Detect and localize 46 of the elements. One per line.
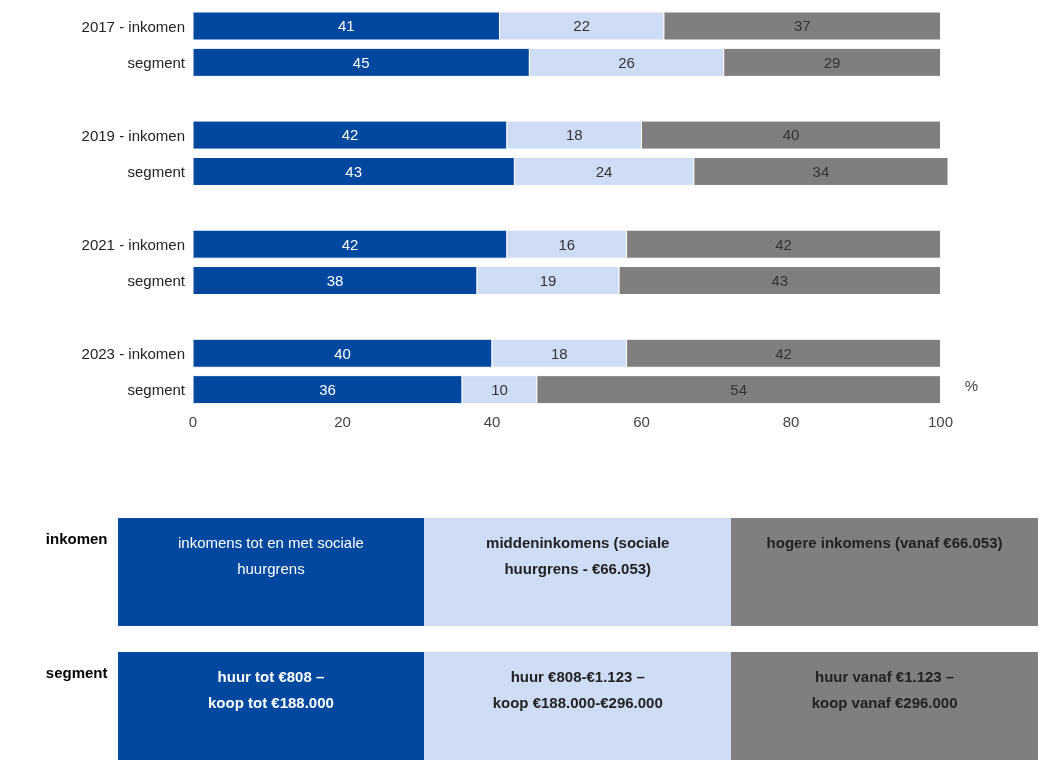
data-label: 22: [573, 17, 591, 35]
data-label: 42: [775, 344, 792, 362]
data-label: 10: [491, 380, 508, 398]
y-tick-label: 2019 - inkomen: [81, 126, 185, 144]
data-label: 36: [319, 380, 336, 398]
legend-swatch: huur vanaf €1.123 – koop vanaf €296.000: [731, 652, 1038, 760]
x-tick-label: 20: [334, 412, 351, 430]
data-label: 40: [782, 126, 800, 144]
x-tick-label: 80: [782, 412, 800, 430]
y-tick-label: segment: [127, 272, 186, 290]
x-tick-label: 0: [188, 412, 198, 430]
legend-swatch: hogere inkomens (vanaf €66.053): [731, 518, 1038, 626]
x-tick-label: 100: [928, 412, 954, 430]
data-label: 40: [334, 344, 351, 362]
data-label: 41: [337, 17, 355, 35]
x-axis-title: %: [964, 376, 978, 394]
legend-swatch: huur €808-€1.123 – koop €188.000-€296.000: [424, 652, 732, 760]
legend-swatch: inkomens tot en met sociale huurgrens: [117, 518, 425, 626]
y-tick-label: 2017 - inkomen: [81, 17, 185, 35]
data-label: 34: [812, 162, 830, 180]
legend-swatch: huur tot €808 – koop tot €188.000: [117, 652, 425, 760]
data-label: 54: [730, 380, 748, 398]
y-tick-label: segment: [127, 53, 186, 71]
data-label: 37: [793, 17, 811, 35]
data-label: 38: [326, 271, 344, 289]
data-label: 43: [771, 271, 789, 289]
data-label: 45: [352, 53, 370, 71]
y-tick-label: 2023 - inkomen: [81, 344, 185, 362]
data-label: 42: [775, 235, 792, 253]
data-label: 18: [550, 344, 568, 362]
data-label: 42: [341, 126, 359, 144]
data-label: 24: [595, 162, 613, 180]
legend-swatch: middeninkomens (sociale huurgrens - €66.053): [424, 518, 732, 626]
x-tick-label: 40: [483, 412, 501, 430]
y-tick-label: segment: [127, 381, 186, 399]
data-label: 26: [618, 53, 635, 71]
x-tick-label: 60: [633, 412, 650, 430]
y-tick-label: segment: [127, 162, 186, 180]
y-tick-label: 2021 - inkomen: [81, 235, 185, 253]
data-label: 16: [558, 235, 576, 253]
data-label: 18: [565, 126, 583, 144]
legend-table: inkomen inkomens tot en met sociale huurgrens middeninkomens (sociale huurgrens - €66.053) hogere inkomens (vanaf €66.053) segment huur tot €808 – koop tot €188.000 huur €808-€1.123 – koop €188.000-€296.000 huur vanaf €1.123 – koop vanaf €296.000: [8, 518, 1038, 760]
data-label: 29: [823, 53, 841, 71]
data-label: 19: [539, 271, 557, 289]
data-label: 42: [341, 235, 359, 253]
data-label: 43: [345, 162, 363, 180]
